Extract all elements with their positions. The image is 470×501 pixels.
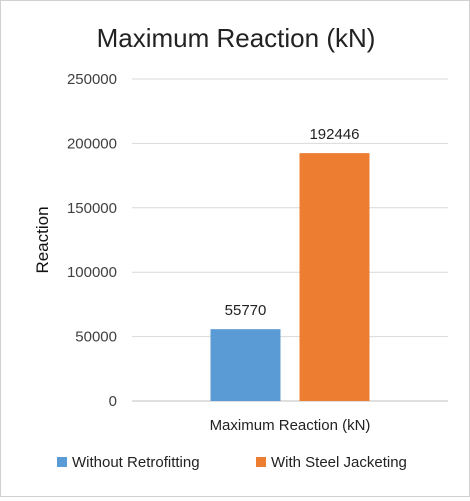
y-tick-label: 200000	[67, 135, 117, 152]
legend-label-series-2: With Steel Jacketing	[271, 454, 407, 471]
legend: Without Retrofitting With Steel Jacketing	[57, 454, 407, 471]
chart-title: Maximum Reaction (kN)	[97, 23, 376, 53]
y-tick-label: 0	[109, 393, 117, 410]
legend-label-series-1: Without Retrofitting	[72, 454, 200, 471]
legend-swatch-series-1	[57, 457, 67, 467]
data-labels: 55770 192446	[225, 126, 360, 319]
bar-series-1	[210, 329, 281, 401]
x-axis-categories: Maximum Reaction (kN)	[210, 417, 371, 434]
bars	[210, 153, 370, 401]
gridlines	[132, 78, 448, 402]
y-tick-label: 150000	[67, 200, 117, 217]
y-axis-ticks: 0 50000 100000 150000 200000 250000	[67, 71, 117, 410]
data-label-series-1: 55770	[225, 302, 267, 319]
legend-swatch-series-2	[256, 457, 266, 467]
y-tick-label: 250000	[67, 71, 117, 88]
y-tick-label: 50000	[75, 329, 117, 346]
y-tick-label: 100000	[67, 264, 117, 281]
data-label-series-2: 192446	[309, 126, 359, 143]
x-category-label: Maximum Reaction (kN)	[210, 417, 371, 434]
bar-series-2	[299, 153, 370, 401]
y-axis-title: Reaction	[33, 206, 52, 273]
